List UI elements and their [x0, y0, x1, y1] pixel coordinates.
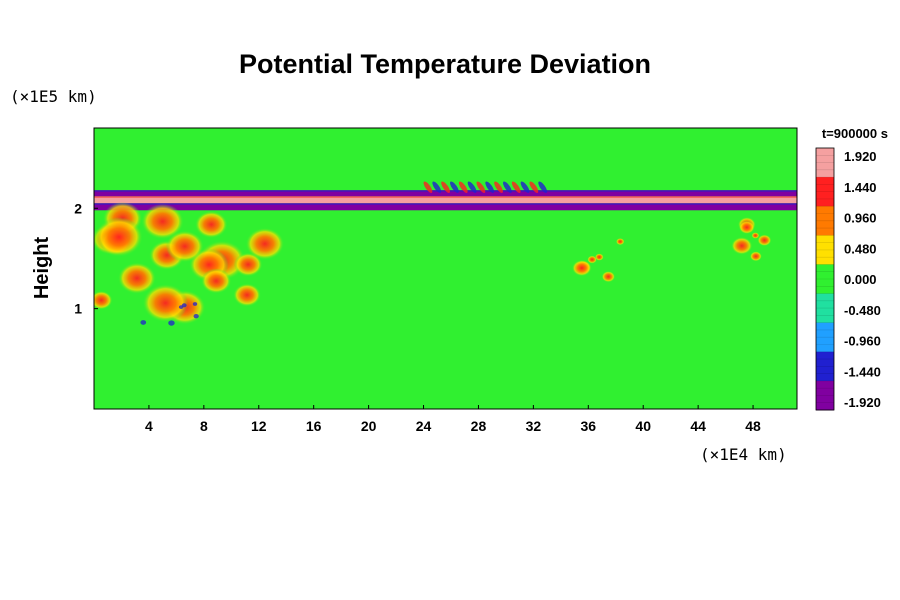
x-axis-ticks: 4 8 12 16 20 24 28 32 36 40 44 48	[145, 405, 761, 434]
colorbar-label: 0.480	[844, 241, 877, 256]
heatmap-cold-eddies-blob	[140, 320, 147, 325]
heatmap-band-edge	[94, 190, 797, 192]
colorbar-segment	[816, 177, 834, 207]
x-tick-label: 40	[635, 418, 651, 434]
colorbar-segment	[816, 235, 834, 265]
colorbar-segment	[816, 351, 834, 382]
colorbar-segment	[816, 293, 834, 324]
y-tick-label: 1	[74, 301, 82, 317]
heatmap-right-eddy-blob	[749, 251, 762, 262]
colorbar-label: 1.920	[844, 149, 877, 164]
x-tick-label: 32	[526, 418, 542, 434]
heatmap-wave-crest	[538, 181, 548, 193]
colorbar-frame	[815, 147, 835, 411]
heatmap-wave-crest	[476, 181, 486, 193]
colorbar: 1.920 1.440 0.960 0.480 0.000 -0.480 -0.960 -1.…	[815, 147, 881, 411]
x-tick-label: 28	[471, 418, 487, 434]
heatmap-left-eddy-cluster-blob	[142, 284, 189, 323]
heatmap-cold-eddies-blob	[193, 313, 199, 319]
y-unit-label: (×1E5 km)	[10, 87, 97, 106]
heatmap-wave-crest	[450, 181, 459, 193]
heatmap-central-plume-blob	[571, 259, 592, 277]
heatmap-left-eddy-cluster-blob	[94, 290, 113, 310]
heatmap-left-eddy-cluster-blob	[117, 262, 156, 294]
heatmap-right-eddy-blob	[738, 220, 755, 235]
heatmap-central-plume-blob	[587, 255, 597, 264]
colorbar-label: -1.920	[844, 395, 881, 410]
heatmap-left-eddy-cluster-blob	[245, 227, 285, 260]
x-tick-label: 44	[690, 418, 706, 434]
heatmap-cold-eddies-blob	[192, 302, 198, 306]
heatmap-wave-crest	[467, 181, 477, 193]
colorbar-label: 1.440	[844, 180, 877, 195]
heatmap-cold-eddies-blob	[181, 303, 187, 308]
y-axis-label: Height	[31, 237, 53, 300]
heatmap-right-eddy-blob	[751, 232, 760, 239]
heatmap-wave-crest	[458, 181, 468, 193]
colorbar-label: 0.000	[844, 272, 877, 287]
heatmap-central-plume-blob	[615, 238, 625, 246]
time-label: t=900000 s	[822, 126, 888, 141]
colorbar-label: -0.960	[844, 334, 881, 349]
colorbar-label: -1.440	[844, 364, 881, 379]
heatmap-wave-crest	[520, 181, 530, 193]
x-tick-label: 8	[200, 418, 208, 434]
heatmap-wave-crest	[494, 181, 503, 193]
x-tick-label: 48	[745, 418, 761, 434]
x-tick-label: 24	[416, 418, 432, 434]
heatmap-lower-cold-band	[94, 203, 797, 211]
heatmap-left-eddy-cluster-blob	[233, 283, 261, 307]
heatmap-features	[94, 181, 797, 326]
colorbar-segment	[816, 148, 834, 178]
heatmap-right-eddy-blob	[731, 236, 753, 255]
heatmap-left-eddy-cluster-blob	[95, 217, 143, 257]
heatmap-wave-crest	[503, 181, 512, 193]
heatmap-central-plume-blob	[594, 253, 604, 261]
x-tick-label: 36	[581, 418, 597, 434]
plot-frame	[93, 127, 798, 410]
colorbar-label: 0.960	[844, 211, 877, 226]
x-tick-label: 12	[251, 418, 267, 434]
heatmap-left-eddy-cluster-blob	[201, 268, 232, 294]
heatmap-wave-crest	[423, 181, 433, 193]
heatmap-left-eddy-cluster-blob	[194, 210, 228, 239]
heatmap-upper-cold-band	[94, 190, 797, 197]
heatmap-right-eddy-blob	[757, 234, 772, 247]
heatmap-upper-warm-band	[94, 196, 797, 204]
heatmap-wave-crest	[441, 181, 450, 193]
colorbar-segment	[816, 206, 834, 236]
y-axis-ticks: 12	[74, 200, 98, 317]
colorbar-segment	[816, 380, 834, 411]
y-tick-label: 2	[74, 200, 82, 216]
heatmap-field	[94, 128, 797, 409]
x-tick-label: 16	[306, 418, 322, 434]
x-tick-label: 4	[145, 418, 153, 434]
heatmap-cold-eddies-blob	[168, 320, 175, 326]
colorbar-segment	[816, 264, 834, 295]
chart-title: Potential Temperature Deviation	[239, 49, 651, 79]
heatmap-left-eddy-cluster-blob	[141, 203, 184, 240]
heatmap-wave-crest	[511, 181, 521, 193]
heatmap-left-eddy-cluster-blob	[165, 230, 204, 263]
colorbar-label: -0.480	[844, 303, 881, 318]
heatmap-left-eddy-cluster-blob	[233, 252, 263, 277]
heatmap-band-edge	[94, 203, 797, 205]
heatmap-central-plume-blob	[601, 271, 616, 283]
x-unit-label: (×1E4 km)	[700, 445, 787, 464]
x-tick-label: 20	[361, 418, 377, 434]
heatmap-wave-crest	[529, 181, 539, 193]
heatmap-wave-crest	[485, 181, 495, 193]
heatmap-band-edge	[94, 196, 797, 198]
heatmap-wave-crest	[432, 181, 442, 193]
colorbar-segment	[816, 322, 834, 353]
